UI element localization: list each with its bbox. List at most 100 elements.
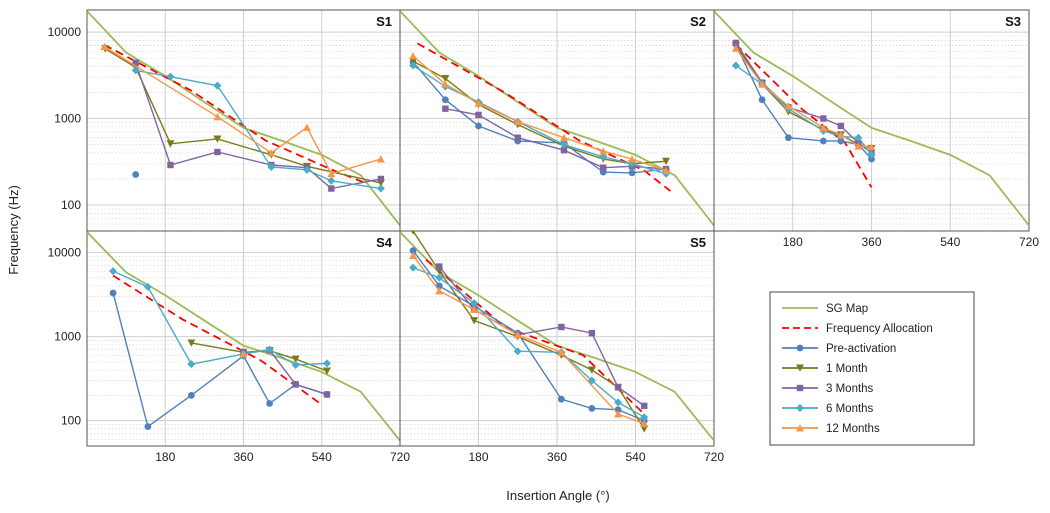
point-6-months: [409, 61, 418, 70]
point-12-months: [376, 155, 385, 163]
x-tick-label: 720: [390, 450, 410, 464]
point-pre-activation: [144, 423, 152, 431]
point-12-months: [267, 149, 276, 157]
point-12-months: [441, 80, 450, 88]
series-line-frequency-allocation: [425, 259, 645, 415]
legend-label-12-months: 12 Months: [826, 423, 880, 435]
x-tick-label: 540: [312, 450, 332, 464]
point-12-months: [100, 42, 109, 51]
plot-area: [400, 10, 714, 226]
point-pre-activation: [588, 404, 596, 412]
x-tick-label: 180: [783, 235, 803, 249]
point-pre-activation: [557, 395, 565, 403]
point-pre-activation: [441, 96, 449, 104]
point-3-months: [292, 381, 299, 388]
point-pre-activation: [784, 134, 792, 142]
point-12-months: [628, 155, 637, 163]
x-tick-label: 720: [1019, 235, 1039, 249]
point-6-months: [854, 133, 863, 142]
point-3-months: [514, 134, 521, 141]
point-pre-activation: [266, 400, 273, 407]
legend-label-3-months: 3 Months: [826, 383, 874, 395]
point-3-months: [323, 391, 331, 398]
point-3-months: [614, 384, 622, 391]
point-12-months: [474, 99, 483, 107]
plot-area: [87, 10, 400, 226]
point-6-months: [731, 61, 740, 70]
point-12-months: [784, 102, 793, 110]
point-3-months: [328, 185, 335, 192]
point-12-months: [409, 52, 418, 60]
point-1-month: [662, 157, 671, 166]
point-pre-activation: [409, 247, 417, 255]
point-6-months: [322, 359, 331, 368]
point-12-months: [599, 147, 608, 155]
point-6-months: [409, 263, 418, 272]
panel-frame: [713, 9, 1030, 232]
point-3-months: [377, 175, 385, 183]
plot-area: [714, 10, 1029, 226]
series-line-1-month: [735, 45, 872, 150]
point-pre-activation: [475, 122, 482, 130]
point-6-months: [327, 176, 336, 185]
x-tick-label: 360: [861, 235, 881, 249]
x-tick-label: 180: [155, 450, 175, 464]
point-3-months: [837, 122, 845, 130]
point-12-months: [213, 112, 222, 121]
point-12-months: [614, 410, 623, 418]
point-6-months: [291, 360, 300, 369]
point-12-months: [559, 133, 568, 142]
point-6-months: [187, 360, 196, 369]
point-3-months: [558, 323, 565, 331]
x-axis-label: Insertion Angle (°): [506, 488, 609, 503]
point-1-month: [470, 317, 479, 325]
point-pre-activation: [109, 289, 117, 297]
panel-title: S1: [376, 14, 392, 29]
legend-marker-6-months: [796, 404, 804, 412]
series-line-12-months: [104, 45, 382, 175]
point-6-months: [267, 162, 276, 171]
point-pre-activation: [132, 171, 140, 178]
point-12-months: [239, 350, 248, 358]
x-tick-label: 540: [940, 235, 960, 249]
point-1-month: [213, 135, 222, 143]
series-line-frequency-allocation: [417, 42, 671, 192]
panel-s4: S4 100 1000 10000 180 360 540 720: [48, 230, 410, 464]
panel-frame: [399, 230, 715, 447]
panel-s3: S3 180 360 540 720: [713, 9, 1039, 249]
point-6-months: [143, 282, 152, 291]
point-3-months: [436, 263, 443, 270]
point-6-months: [109, 267, 118, 276]
point-3-months: [641, 402, 648, 410]
point-6-months: [435, 273, 444, 282]
point-6-months: [131, 66, 140, 75]
point-pre-activation: [187, 391, 195, 399]
legend-label-pre-activation: Pre-activation: [826, 343, 896, 355]
point-pre-activation: [837, 137, 845, 145]
legend-marker-pre-activation: [796, 344, 804, 352]
series-line-sg-map: [714, 10, 1029, 226]
point-12-months: [867, 143, 876, 151]
point-12-months: [731, 44, 740, 52]
point-12-months: [640, 419, 649, 428]
panel-s2: S2: [399, 9, 715, 232]
point-12-months: [662, 166, 671, 175]
legend-marker-3-months: [796, 384, 804, 392]
legend-label-sg-map: SG Map: [826, 303, 868, 315]
point-6-months: [867, 150, 876, 159]
point-12-months: [302, 123, 311, 131]
point-6-months: [559, 140, 568, 149]
point-3-months: [132, 59, 139, 67]
y-tick-label: 10000: [48, 245, 82, 259]
y-tick-label: 10000: [48, 25, 82, 39]
point-12-months: [470, 305, 479, 313]
y-tick-label: 1000: [54, 330, 81, 344]
point-6-months: [265, 345, 274, 354]
point-6-months: [470, 299, 479, 308]
point-3-months: [588, 329, 596, 337]
point-6-months: [166, 72, 175, 81]
point-1-month: [187, 339, 196, 347]
panel-title: S3: [1005, 14, 1021, 29]
point-6-months: [599, 152, 608, 161]
